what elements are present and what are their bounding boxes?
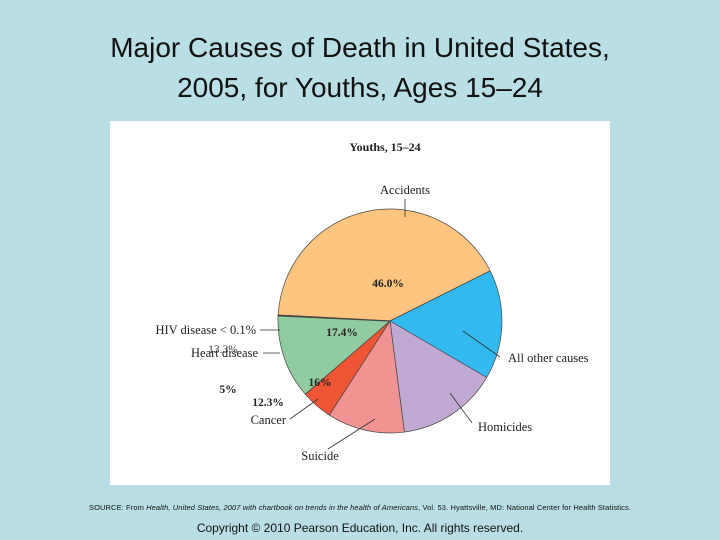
pie-slice-heart-disease: [277, 315, 391, 395]
data-label-cancer: 5%: [219, 384, 236, 396]
copyright-notice: Copyright © 2010 Pearson Education, Inc.…: [196, 521, 524, 535]
chart-title: Youths, 15–24: [349, 140, 420, 154]
pie-slice-homicides: [389, 320, 488, 433]
slice-name-suicide: Suicide: [301, 449, 339, 463]
data-label-accidents: 46.0%: [372, 278, 404, 290]
slice-name-hiv-disease: HIV disease < 0.1%: [155, 323, 256, 337]
slice-name-cancer: Cancer: [251, 413, 287, 427]
source-suffix: , Vol. 53. Hyattsville, MD: National Cen…: [418, 503, 632, 512]
source-prefix: SOURCE: From: [88, 503, 147, 512]
pie-slice-accidents: [277, 208, 491, 322]
slide-title: Major Causes of Death in United States, …: [0, 28, 720, 108]
slice-name-homicides: Homicides: [478, 420, 532, 434]
pie-slice-all-other-causes: [389, 270, 503, 378]
source-title: Health, United States, 2007 with chartbo…: [146, 503, 419, 512]
source-note: SOURCE: From Health, United States, 2007…: [0, 503, 720, 512]
slice-name-heart-disease: Heart disease: [191, 346, 258, 360]
data-label-homicides: 16%: [309, 377, 332, 389]
pie-slice-hiv-disease: [277, 314, 391, 322]
slice-name-accidents: Accidents: [380, 183, 430, 197]
pie-chart-figure: Youths, 15–24 46.0% Accidents 17.4% All oth…: [110, 121, 610, 485]
data-label-suicide: 12.3%: [252, 397, 284, 409]
slide-title-line1: Major Causes of Death in United States,: [110, 32, 610, 63]
leader-line-cancer: [289, 398, 319, 420]
data-label-all-other-causes: 17.4%: [326, 327, 358, 339]
leader-line-all-other-causes: [462, 330, 501, 358]
slice-name-all-other-causes: All other causes: [508, 351, 589, 365]
leader-line-suicide: [327, 418, 376, 450]
slide-title-line2: 2005, for Youths, Ages 15–24: [177, 72, 543, 103]
leader-line-homicides: [449, 392, 473, 424]
pie-chart: Youths, 15–24 46.0% Accidents 17.4% All oth…: [155, 140, 589, 463]
pie-slice-suicide: [328, 320, 405, 434]
data-label-heart-disease: 13.3%: [208, 344, 238, 356]
